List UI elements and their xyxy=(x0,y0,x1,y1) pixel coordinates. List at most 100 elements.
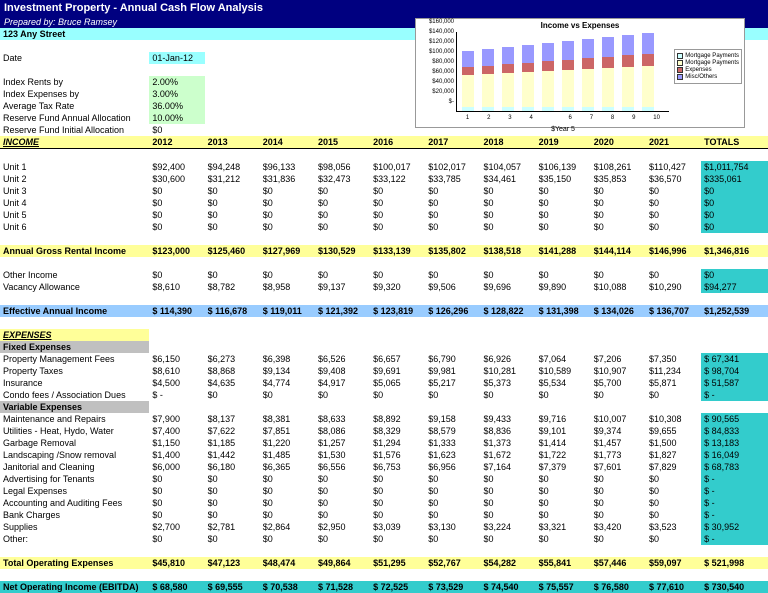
unit-value[interactable]: $0 xyxy=(149,197,204,209)
exp-value[interactable]: $0 xyxy=(370,485,425,497)
income-item-value[interactable]: $10,290 xyxy=(646,281,701,293)
exp-value[interactable]: $7,064 xyxy=(536,353,591,365)
exp-value[interactable]: $3,224 xyxy=(480,521,535,533)
unit-value[interactable]: $0 xyxy=(646,221,701,233)
exp-value[interactable]: $10,007 xyxy=(591,413,646,425)
exp-value[interactable]: $0 xyxy=(480,533,535,545)
exp-value[interactable]: $8,868 xyxy=(205,365,260,377)
exp-value[interactable]: $0 xyxy=(205,485,260,497)
unit-value[interactable]: $0 xyxy=(149,209,204,221)
exp-value[interactable]: $0 xyxy=(646,485,701,497)
income-item-value[interactable]: $0 xyxy=(260,269,315,281)
unit-value[interactable]: $0 xyxy=(591,209,646,221)
exp-value[interactable]: $0 xyxy=(260,533,315,545)
unit-value[interactable]: $104,057 xyxy=(480,161,535,173)
income-item-value[interactable]: $0 xyxy=(149,269,204,281)
unit-value[interactable]: $96,133 xyxy=(260,161,315,173)
exp-value[interactable]: $3,130 xyxy=(425,521,480,533)
exp-value[interactable]: $0 xyxy=(149,509,204,521)
exp-value[interactable]: $8,610 xyxy=(149,365,204,377)
unit-value[interactable]: $0 xyxy=(370,185,425,197)
exp-value[interactable]: $3,523 xyxy=(646,521,701,533)
unit-value[interactable]: $0 xyxy=(480,209,535,221)
exp-value[interactable]: $3,039 xyxy=(370,521,425,533)
exp-value[interactable]: $5,700 xyxy=(591,377,646,389)
exp-value[interactable]: $6,556 xyxy=(315,461,370,473)
assumption-value[interactable]: $0 xyxy=(149,124,204,136)
exp-value[interactable]: $2,700 xyxy=(149,521,204,533)
exp-value[interactable]: $6,000 xyxy=(149,461,204,473)
exp-value[interactable]: $6,526 xyxy=(315,353,370,365)
exp-value[interactable]: $0 xyxy=(260,485,315,497)
assumption-value[interactable]: 2.00% xyxy=(149,76,204,88)
exp-value[interactable]: $1,773 xyxy=(591,449,646,461)
exp-value[interactable]: $3,321 xyxy=(536,521,591,533)
exp-value[interactable]: $0 xyxy=(536,485,591,497)
exp-value[interactable]: $1,414 xyxy=(536,437,591,449)
unit-value[interactable]: $0 xyxy=(425,197,480,209)
exp-value[interactable]: $7,851 xyxy=(260,425,315,437)
exp-value[interactable]: $7,206 xyxy=(591,353,646,365)
exp-value[interactable]: $0 xyxy=(536,509,591,521)
income-item-value[interactable]: $0 xyxy=(591,269,646,281)
exp-value[interactable]: $8,836 xyxy=(480,425,535,437)
exp-value[interactable]: $8,579 xyxy=(425,425,480,437)
exp-value[interactable]: $0 xyxy=(591,509,646,521)
exp-value[interactable]: $0 xyxy=(480,497,535,509)
exp-value[interactable]: $9,408 xyxy=(315,365,370,377)
exp-value[interactable]: $7,601 xyxy=(591,461,646,473)
exp-value[interactable]: $0 xyxy=(370,473,425,485)
income-item-value[interactable]: $0 xyxy=(646,269,701,281)
exp-value[interactable]: $8,137 xyxy=(205,413,260,425)
exp-value[interactable]: $8,633 xyxy=(315,413,370,425)
unit-value[interactable]: $0 xyxy=(149,221,204,233)
exp-value[interactable]: $8,892 xyxy=(370,413,425,425)
unit-value[interactable]: $0 xyxy=(425,209,480,221)
exp-value[interactable]: $0 xyxy=(480,485,535,497)
exp-value[interactable]: $1,373 xyxy=(480,437,535,449)
income-item-value[interactable]: $8,782 xyxy=(205,281,260,293)
exp-value[interactable]: $1,485 xyxy=(260,449,315,461)
unit-value[interactable]: $0 xyxy=(425,221,480,233)
unit-value[interactable]: $0 xyxy=(149,185,204,197)
exp-value[interactable]: $0 xyxy=(370,389,425,401)
exp-value[interactable]: $0 xyxy=(149,497,204,509)
income-item-value[interactable]: $0 xyxy=(480,269,535,281)
exp-value[interactable]: $10,589 xyxy=(536,365,591,377)
exp-value[interactable]: $10,281 xyxy=(480,365,535,377)
exp-value[interactable]: $0 xyxy=(646,473,701,485)
exp-value[interactable]: $6,273 xyxy=(205,353,260,365)
exp-value[interactable]: $0 xyxy=(315,485,370,497)
assumption-value[interactable]: 3.00% xyxy=(149,88,204,100)
unit-value[interactable]: $35,853 xyxy=(591,173,646,185)
exp-value[interactable]: $5,871 xyxy=(646,377,701,389)
unit-value[interactable]: $0 xyxy=(260,185,315,197)
exp-value[interactable]: $1,827 xyxy=(646,449,701,461)
unit-value[interactable]: $34,461 xyxy=(480,173,535,185)
exp-value[interactable]: $11,234 xyxy=(646,365,701,377)
unit-value[interactable]: $0 xyxy=(370,197,425,209)
exp-value[interactable]: $0 xyxy=(370,497,425,509)
exp-value[interactable]: $7,622 xyxy=(205,425,260,437)
exp-value[interactable]: $0 xyxy=(591,497,646,509)
unit-value[interactable]: $0 xyxy=(315,197,370,209)
exp-value[interactable]: $0 xyxy=(370,509,425,521)
exp-value[interactable]: $0 xyxy=(315,473,370,485)
unit-value[interactable]: $108,261 xyxy=(591,161,646,173)
exp-value[interactable]: $1,623 xyxy=(425,449,480,461)
exp-value[interactable]: $1,530 xyxy=(315,449,370,461)
unit-value[interactable]: $94,248 xyxy=(205,161,260,173)
unit-value[interactable]: $0 xyxy=(315,221,370,233)
exp-value[interactable]: $0 xyxy=(205,389,260,401)
exp-value[interactable]: $0 xyxy=(646,389,701,401)
exp-value[interactable]: $6,657 xyxy=(370,353,425,365)
exp-value[interactable]: $0 xyxy=(315,533,370,545)
exp-value[interactable]: $1,457 xyxy=(591,437,646,449)
income-item-value[interactable]: $8,610 xyxy=(149,281,204,293)
exp-value[interactable]: $0 xyxy=(591,533,646,545)
exp-value[interactable]: $6,180 xyxy=(205,461,260,473)
exp-value[interactable]: $9,101 xyxy=(536,425,591,437)
exp-value[interactable]: $7,900 xyxy=(149,413,204,425)
unit-value[interactable]: $0 xyxy=(205,209,260,221)
unit-value[interactable]: $0 xyxy=(260,209,315,221)
